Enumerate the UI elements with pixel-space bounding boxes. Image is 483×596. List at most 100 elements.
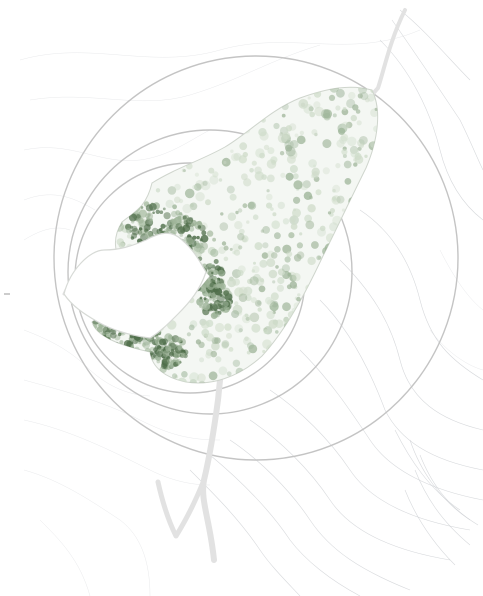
- tree-dot: [252, 214, 259, 220]
- tree-dot: [259, 259, 268, 268]
- tree-dot-dark: [160, 223, 166, 229]
- tree-dot: [249, 102, 259, 112]
- tree-dot: [234, 301, 239, 306]
- tree-dot: [234, 324, 244, 334]
- tree-dot: [99, 103, 104, 108]
- tree-dot-dark: [92, 327, 96, 333]
- tree-dot: [214, 337, 221, 344]
- tree-dot: [258, 128, 267, 137]
- tree-dot: [314, 87, 325, 88]
- tree-dot: [354, 309, 359, 314]
- tree-dot: [233, 87, 243, 89]
- tree-dot: [192, 184, 197, 190]
- tree-dot-dark: [100, 339, 105, 344]
- tree-dot: [262, 226, 270, 234]
- tree-dot: [277, 364, 280, 368]
- tree-dot: [302, 380, 308, 383]
- tree-dot: [266, 193, 273, 201]
- tree-dot: [268, 319, 278, 329]
- tree-dot: [326, 269, 330, 273]
- tree-dot: [210, 350, 217, 358]
- tree-dot: [350, 149, 360, 158]
- tree-dot: [305, 220, 315, 230]
- tree-dot: [137, 103, 143, 109]
- tree-dot: [328, 356, 338, 366]
- tree-dot: [130, 196, 137, 203]
- tree-dot: [98, 209, 106, 217]
- tree-dot-dark: [156, 228, 162, 234]
- tree-dot: [169, 152, 175, 158]
- tree-dot-dark: [173, 361, 179, 367]
- tree-dot-dark: [104, 344, 110, 349]
- tree-dot: [174, 183, 181, 191]
- tree-dot: [325, 356, 331, 362]
- tree-dot: [316, 87, 325, 90]
- tree-dot: [324, 379, 332, 383]
- tree-dot: [358, 87, 368, 94]
- tree-dot: [186, 332, 191, 337]
- tree-dot: [237, 233, 245, 241]
- tree-dot: [299, 130, 305, 136]
- tree-dot: [322, 247, 331, 256]
- tree-dot: [99, 344, 106, 351]
- tree-dot: [248, 344, 258, 354]
- tree-dot: [218, 366, 228, 376]
- tree-dot: [258, 101, 265, 107]
- tree-dot: [333, 314, 344, 324]
- tree-dot: [96, 158, 102, 164]
- tree-dot: [263, 329, 269, 335]
- tree-dot: [251, 160, 257, 166]
- tree-dot: [291, 307, 298, 314]
- tree-dot: [353, 367, 359, 374]
- tree-dot: [118, 242, 125, 249]
- tree-dot: [205, 199, 211, 206]
- tree-dot: [231, 113, 236, 118]
- tree-dot: [293, 180, 303, 190]
- tree-dot: [270, 207, 274, 211]
- tree-dot: [205, 333, 214, 342]
- tree-dot: [92, 245, 95, 252]
- tree-dot: [258, 285, 266, 293]
- tree-dot: [298, 324, 304, 331]
- tree-dot: [305, 338, 311, 345]
- tree-dot: [291, 354, 298, 361]
- tree-dot: [331, 289, 341, 299]
- tree-dot: [281, 113, 286, 118]
- tree-dot: [286, 154, 296, 164]
- tree-dot: [382, 317, 388, 323]
- tree-dot: [101, 78, 110, 87]
- tree-dot: [262, 349, 266, 354]
- tree-dot: [333, 258, 341, 266]
- tree-dot: [311, 241, 319, 249]
- tree-dot: [251, 323, 261, 333]
- tree-dot: [334, 342, 344, 352]
- tree-dot: [332, 184, 341, 193]
- tree-dot-dark: [187, 234, 192, 239]
- tree-dot-dark: [131, 220, 135, 224]
- tree-dot: [364, 293, 373, 302]
- tree-dot-dark: [110, 332, 117, 339]
- tree-dot: [227, 89, 235, 97]
- tree-dot: [282, 218, 290, 225]
- tree-dot: [336, 362, 347, 373]
- tree-dot: [353, 270, 363, 279]
- tree-dot: [374, 220, 378, 226]
- tree-dot: [350, 114, 357, 122]
- tree-dot: [286, 284, 292, 290]
- tree-dot: [266, 310, 275, 320]
- tree-dot: [200, 180, 211, 191]
- tree-dot: [339, 244, 343, 248]
- tree-dot: [92, 382, 96, 383]
- tree-dot: [308, 300, 316, 308]
- tree-dot: [257, 300, 262, 305]
- tree-dot-dark: [128, 348, 133, 353]
- tree-dot: [313, 164, 316, 168]
- tree-dot: [266, 344, 275, 354]
- tree-dot: [208, 167, 215, 174]
- tree-dot: [106, 102, 113, 108]
- tree-dot: [307, 288, 317, 298]
- tree-dot: [249, 168, 254, 173]
- tree-dot-dark: [170, 349, 175, 353]
- tree-dot: [176, 122, 185, 130]
- tree-dot-dark: [163, 212, 171, 220]
